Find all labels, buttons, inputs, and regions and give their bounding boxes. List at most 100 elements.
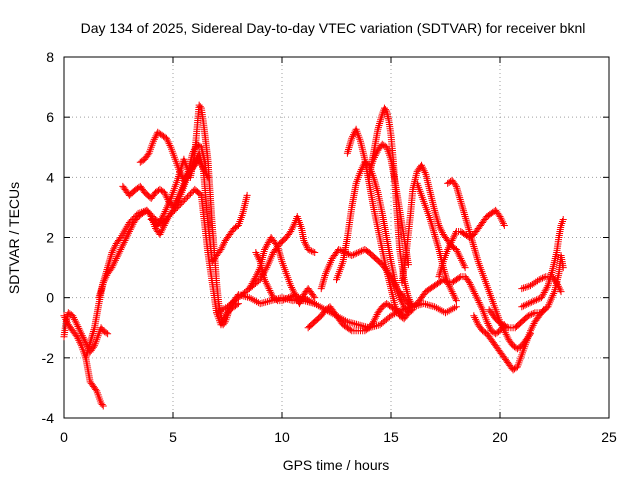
data-point bbox=[184, 193, 192, 201]
data-point bbox=[559, 215, 567, 223]
data-point bbox=[249, 296, 257, 304]
data-point bbox=[554, 282, 562, 290]
data-point bbox=[216, 307, 224, 315]
data-point bbox=[370, 155, 378, 163]
data-point bbox=[278, 297, 286, 305]
data-point bbox=[465, 279, 473, 287]
data-point bbox=[74, 335, 82, 343]
x-tick-label: 5 bbox=[169, 429, 177, 445]
data-point bbox=[356, 167, 364, 175]
data-point bbox=[446, 284, 454, 292]
data-point bbox=[101, 275, 109, 283]
data-point bbox=[421, 169, 429, 177]
data-point bbox=[196, 103, 204, 111]
data-point bbox=[466, 280, 474, 288]
data-point bbox=[198, 161, 206, 169]
data-point bbox=[392, 304, 400, 312]
data-point bbox=[372, 322, 380, 330]
data-point bbox=[518, 303, 526, 311]
series-track-18 bbox=[398, 161, 469, 287]
data-point bbox=[309, 299, 317, 307]
x-tick-label: 10 bbox=[274, 429, 290, 445]
data-point bbox=[300, 237, 308, 245]
data-point bbox=[161, 190, 169, 198]
data-point bbox=[77, 330, 85, 338]
data-point bbox=[477, 302, 485, 310]
data-point bbox=[109, 247, 117, 255]
data-point bbox=[243, 293, 251, 301]
data-point bbox=[336, 246, 344, 254]
data-point bbox=[371, 152, 379, 160]
data-point bbox=[175, 191, 183, 199]
data-point bbox=[457, 255, 465, 263]
y-tick-label: 4 bbox=[46, 169, 54, 185]
data-point bbox=[287, 282, 295, 290]
data-point bbox=[472, 293, 480, 301]
data-point bbox=[157, 229, 165, 237]
data-point bbox=[160, 221, 168, 229]
data-point bbox=[349, 132, 357, 140]
data-point bbox=[453, 247, 461, 255]
data-point bbox=[447, 286, 455, 294]
data-point bbox=[127, 224, 135, 232]
data-point bbox=[397, 297, 405, 305]
data-point bbox=[218, 306, 226, 314]
data-point bbox=[422, 300, 430, 308]
data-point bbox=[436, 223, 444, 231]
data-point bbox=[99, 402, 107, 410]
data-point bbox=[533, 296, 541, 304]
data-point bbox=[213, 309, 221, 317]
data-point bbox=[281, 295, 289, 303]
y-tick-label: 8 bbox=[46, 49, 54, 65]
data-point bbox=[445, 280, 453, 288]
data-point bbox=[348, 134, 356, 142]
data-point bbox=[165, 140, 173, 148]
data-point bbox=[557, 288, 565, 296]
data-point bbox=[179, 197, 187, 205]
data-point bbox=[69, 312, 77, 320]
data-point bbox=[370, 316, 378, 324]
data-point bbox=[458, 256, 466, 264]
data-point bbox=[351, 250, 359, 258]
data-point bbox=[449, 235, 457, 243]
data-point bbox=[160, 188, 168, 196]
data-point bbox=[304, 246, 312, 254]
data-point bbox=[451, 293, 459, 301]
data-point bbox=[468, 284, 476, 292]
data-point bbox=[484, 320, 492, 328]
x-tick-label: 15 bbox=[383, 429, 399, 445]
data-point bbox=[452, 297, 460, 305]
data-point bbox=[335, 246, 343, 254]
data-point bbox=[128, 222, 136, 230]
data-point bbox=[295, 300, 303, 308]
data-point bbox=[478, 304, 486, 312]
data-point bbox=[445, 244, 453, 252]
data-point bbox=[537, 275, 545, 283]
data-point bbox=[301, 238, 309, 246]
data-point bbox=[146, 211, 154, 219]
data-point bbox=[450, 233, 458, 241]
data-point bbox=[447, 238, 455, 246]
data-point bbox=[305, 298, 313, 306]
data-point bbox=[162, 134, 170, 142]
data-point bbox=[420, 167, 428, 175]
data-point bbox=[125, 229, 133, 237]
data-point bbox=[398, 299, 406, 307]
data-point bbox=[252, 249, 260, 257]
data-point bbox=[436, 306, 444, 314]
data-point bbox=[220, 305, 228, 313]
data-point bbox=[161, 220, 169, 228]
data-point bbox=[288, 226, 296, 234]
data-point bbox=[177, 187, 185, 195]
data-point bbox=[498, 321, 506, 329]
data-point bbox=[434, 305, 442, 313]
data-point bbox=[429, 302, 437, 310]
data-point bbox=[122, 235, 130, 243]
x-tick-label: 25 bbox=[601, 429, 617, 445]
data-point bbox=[151, 134, 159, 142]
data-point bbox=[404, 309, 412, 317]
data-point bbox=[181, 175, 189, 183]
x-tick-label: 20 bbox=[492, 429, 508, 445]
data-point bbox=[523, 283, 531, 291]
data-point bbox=[444, 279, 452, 287]
